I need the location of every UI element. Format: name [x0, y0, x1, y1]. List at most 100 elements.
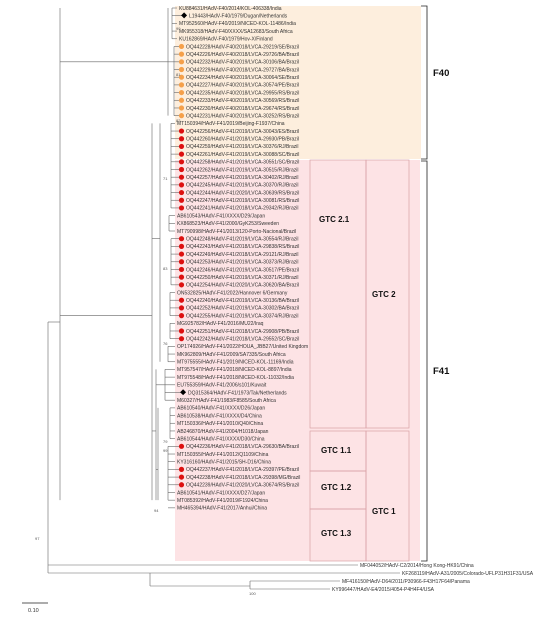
leaf-label: OQ442237/HAdV-F41/2018/LVCA-29397/PE/Bra…	[186, 467, 299, 473]
f41-region	[175, 160, 420, 561]
red-dot-marker	[178, 189, 185, 196]
f41-bracket	[421, 160, 428, 562]
red-dot-marker	[178, 166, 185, 173]
leaf-label: AB610538/HAdV-F41/XXXX/D4/China	[177, 413, 262, 419]
leaf-label: OQ442255/HAdV-F41/2019/LVCA-30374/RJ/Bra…	[186, 313, 298, 319]
leaf-label: MT150394/HAdV-F41/2019/Beijing-F1937/Chi…	[177, 121, 285, 127]
red-dot-marker	[178, 236, 185, 242]
scale-bar-label: 0.10	[28, 608, 39, 614]
f40-region	[175, 6, 421, 159]
leaf-label: OQ442227/HAdV-F40/2019/LVCA-30574/PE/Bra…	[186, 83, 299, 89]
leaf-label: OQ442254/HAdV-F41/2020/LVCA-30620/BA/Bra…	[186, 283, 299, 289]
leaf-label: MK955318/HAdV-F40/XXXX/SA12683/South Afr…	[179, 29, 293, 35]
red-dot-marker	[178, 136, 185, 142]
group-label-gtc-1: GTC 1	[372, 507, 396, 516]
leaf-label: OP174926/HAdV-F41/2022/HOUA_JBB27/United…	[177, 344, 308, 350]
leaf-label: MT975555/HAdV-F41/2019/NICED-KOL-11169/I…	[177, 360, 294, 366]
orange-dot-marker	[178, 59, 185, 65]
leaf-label: MT975548/HAdV-F41/2018/NICED-KOL-11032/I…	[177, 375, 294, 381]
red-dot-marker	[178, 243, 185, 249]
leaf-labels: KU884631/HAdV-F40/2014/KOL-406338/IndiaL…	[177, 6, 308, 512]
group-label-gtc-2-1: GTC 2.1	[319, 215, 350, 224]
leaf-label: OQ442251/HAdV-F41/2018/LVCA-29908/PB/Bra…	[186, 329, 299, 335]
outgroup-label: KF268119/HAdV-A31/2005/Colorado-UFLP31H3…	[402, 571, 534, 577]
leaf-label: OQ442238/HAdV-F41/2018/LVCA-29398/MG/Bra…	[186, 475, 300, 481]
red-dot-marker	[178, 197, 185, 203]
leaf-markers	[178, 12, 188, 488]
group-label-gtc-1-3: GTC 1.3	[321, 529, 352, 538]
leaf-label: MT085392/HAdV-F41/2019/F1924/China	[177, 498, 268, 504]
bootstrap-value: 82	[176, 118, 181, 123]
red-dot-marker	[178, 143, 185, 150]
leaf-label: OQ442243/HAdV-F41/2018/LVCA-29838/RS/Bra…	[186, 244, 299, 250]
leaf-label: OQ442231/HAdV-F40/2019/LVCA-30252/RS/Bra…	[186, 113, 299, 119]
gtc-2-box	[365, 159, 410, 429]
orange-dot-marker	[178, 113, 185, 119]
bootstrap-value: 83	[163, 266, 168, 271]
leaf-label: ON532825/HAdV-F41/2022/Hannover 6/German…	[177, 290, 288, 296]
bootstrap-value: 94	[154, 508, 159, 513]
leaf-label: AB610543/HAdV-F41/XXXX/D29/Japan	[177, 213, 265, 219]
red-dot-marker	[178, 259, 185, 265]
red-dot-marker	[178, 151, 185, 157]
red-dot-marker	[178, 174, 185, 180]
leaf-label: KX868523/HAdV-F41/2000/GyK253/Sweeden	[177, 221, 279, 227]
leaf-label: L19443/HAdV-F40/1979/Dugan/Netherlands	[189, 13, 288, 19]
red-dot-marker	[178, 266, 185, 273]
leaf-label: MT957547/HAdV-F41/2018/NICED-KOL-8897/In…	[177, 367, 292, 373]
red-dot-marker	[178, 305, 185, 311]
bootstrap-value: 97	[35, 536, 40, 541]
bootstrap-value: 100	[249, 591, 256, 596]
tree-branches	[47, 7, 400, 590]
orange-dot-marker	[178, 82, 185, 88]
f40-bracket	[421, 5, 428, 160]
leaf-label: AB610540/HAdV-F41/XXXX/D26/Japan	[177, 406, 265, 412]
leaf-label: OQ442228/HAdV-F40/2018/LVCA-29219/SE/Bra…	[186, 44, 299, 50]
outgroup-label: MF416150/HAdV-D64/2011/P30966-F43H17F64/…	[342, 579, 470, 585]
outgroup-label: KY996447/HAdV-E4/2015/4054-P4H4F4/USA	[332, 587, 435, 593]
leaf-label: OQ442252/HAdV-F41/2019/LVCA-30302/BA/Bra…	[186, 306, 299, 312]
leaf-label: OQ442247/HAdV-F41/2019/LVCA-30081/RS/Bra…	[186, 198, 299, 204]
gtc-1-box	[365, 430, 410, 562]
red-dot-marker	[178, 159, 185, 165]
leaf-label: MT952560/HAdV-F40/2019/NICED-KOL-11486/I…	[179, 21, 296, 27]
leaf-label: AB246870/HAdV-F41/2004/H1018/Japan	[177, 429, 269, 435]
leaf-label: MT790998/HAdV-F41/2013/120-Porto-Naciona…	[177, 229, 296, 235]
leaf-label: OQ442236/HAdV-F41/2018/LVCA-29630/BA/Bra…	[186, 444, 299, 450]
red-dot-marker	[178, 482, 185, 488]
leaf-label: OQ442233/HAdV-F40/2019/LVCA-30569/RS/Bra…	[186, 98, 299, 104]
leaf-label: OQ442226/HAdV-F40/2018/LVCA-29726/BA/Bra…	[186, 52, 299, 58]
bootstrap-value: 99	[163, 448, 168, 453]
leaf-label: OQ442253/HAdV-F41/2019/LVCA-30373/RJ/Bra…	[186, 260, 298, 266]
red-dot-marker	[178, 297, 185, 303]
leaf-label: OQ442240/HAdV-F41/2019/LVCA-30136/BA/Bra…	[186, 298, 299, 304]
leaf-label: AB610544/HAdV-F41/XXXX/D30/China	[177, 436, 265, 442]
leaf-label: OQ442257/HAdV-F41/2019/LVCA-30402/RJ/Bra…	[186, 175, 298, 181]
red-dot-marker	[178, 205, 185, 211]
leaf-label: DQ315364/HAdV-F41/1973/Tak/Netherlands	[188, 390, 287, 396]
leaf-label: OQ442249/HAdV-F41/2018/LVCA-29121/RJ/Bra…	[186, 252, 298, 258]
red-dot-marker	[178, 128, 185, 134]
leaf-label: OQ442232/HAdV-F40/2019/LVCA-30106/BA/Bra…	[186, 60, 299, 66]
red-dot-marker	[178, 182, 185, 188]
leaf-label: M60327/HAdV-F41/1983/F8585/South Africa	[177, 398, 276, 404]
bootstrap-value: 71	[163, 176, 168, 181]
leaf-label: EU755359/HAdV-F41/2006/s101/Kuwait	[177, 383, 267, 389]
bootstrap-value: 79	[163, 439, 168, 444]
orange-dot-marker	[178, 89, 185, 96]
group-label-gtc-1-2: GTC 1.2	[321, 483, 352, 492]
group-label-f40: F40	[433, 68, 449, 79]
outgroup-label: MF044052/HAdV-C2/2014/Hong Kong-HK91/Chi…	[360, 563, 474, 569]
orange-dot-marker	[178, 43, 185, 50]
leaf-label: KY316160/HAdV-F41/2015/SH-D16/China	[177, 460, 271, 466]
leaf-label: OQ442234/HAdV-F40/2019/LVCA-30064/SE/Bra…	[186, 75, 299, 81]
leaf-label: MT150355/HAdV-F41/2012/Q1109/China	[177, 452, 269, 458]
leaf-label: MT150336/HAdV-F41/2010/Q40/China	[177, 421, 263, 427]
leaf-label: OQ442229/HAdV-F40/2018/LVCA-29727/BA/Bra…	[186, 67, 299, 73]
leaf-label: OQ442258/HAdV-F41/2019/LVCA-30551/SC/Bra…	[186, 160, 299, 166]
leaf-label: OQ442230/HAdV-F40/2018/LVCA-29674/RS/Bra…	[186, 106, 299, 112]
leaf-label: OQ442239/HAdV-F41/2020/LVCA-30674/RS/Bra…	[186, 483, 299, 489]
leaf-label: MH465394/HAdV-F41/2017/Anhui/China	[177, 506, 267, 512]
leaf-label: OQ442250/HAdV-F41/2019/LVCA-30371/RJ/Bra…	[186, 275, 298, 281]
